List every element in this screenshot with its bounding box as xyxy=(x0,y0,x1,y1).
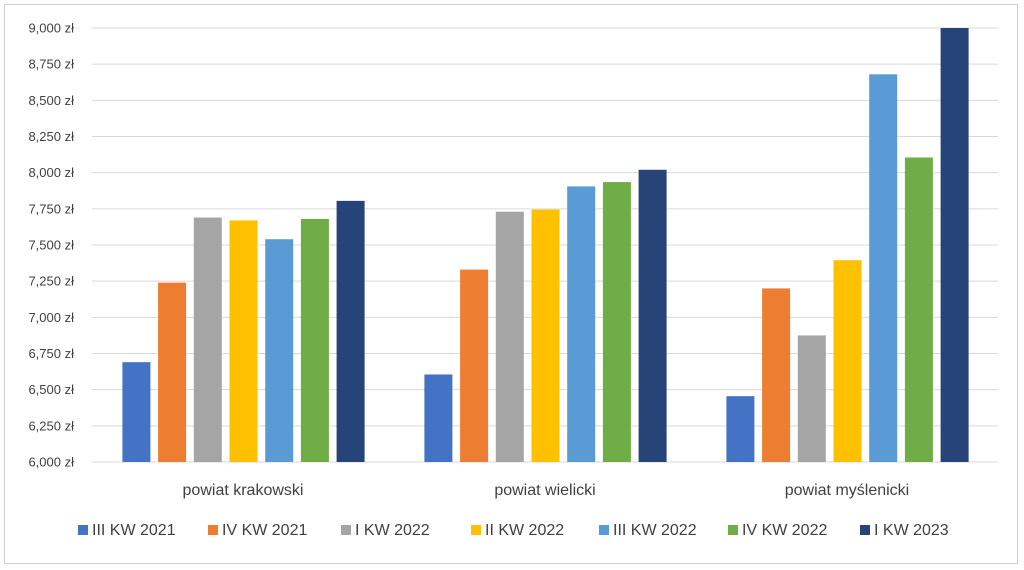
y-tick-label: 9,000 zł xyxy=(28,21,74,36)
legend-swatch xyxy=(341,525,351,535)
legend-label: III KW 2022 xyxy=(613,522,697,539)
bar-iii-kw-2022-1 xyxy=(567,186,596,462)
y-tick-label: 8,250 zł xyxy=(28,129,74,144)
bar-i-kw-2022-2 xyxy=(797,335,826,462)
bar-iii-kw-2021-2 xyxy=(726,396,755,462)
legend-label: IV KW 2021 xyxy=(222,522,307,539)
bar-iii-kw-2021-1 xyxy=(424,374,453,462)
x-axis-categories: powiat krakowski powiat wielicki powiat my… xyxy=(183,482,910,499)
legend: III KW 2021 IV KW 2021 I KW 2022 II KW 2022… xyxy=(78,522,949,539)
legend-swatch xyxy=(599,525,609,535)
y-tick-label: 6,000 zł xyxy=(28,455,74,470)
legend-swatch xyxy=(78,525,88,535)
bar-ii-kw-2022-1 xyxy=(531,209,560,462)
y-tick-label: 7,500 zł xyxy=(28,238,74,253)
legend-label: I KW 2023 xyxy=(874,522,949,539)
y-tick-label: 6,250 zł xyxy=(28,418,74,433)
bar-i-kw-2022-0 xyxy=(193,217,222,462)
bar-iv-kw-2021-2 xyxy=(762,288,791,462)
x-category-label: powiat myślenicki xyxy=(785,482,909,499)
bar-iv-kw-2022-0 xyxy=(300,218,329,462)
bar-i-kw-2023-0 xyxy=(336,200,365,463)
legend-swatch xyxy=(208,525,218,535)
y-tick-label: 6,750 zł xyxy=(28,346,74,361)
x-category-label: powiat krakowski xyxy=(183,482,304,499)
y-tick-label: 7,250 zł xyxy=(28,274,74,289)
bar-iii-kw-2022-0 xyxy=(265,239,294,462)
bar-i-kw-2023-2 xyxy=(940,28,969,462)
bar-iv-kw-2022-1 xyxy=(602,182,631,462)
y-tick-label: 8,750 zł xyxy=(28,57,74,72)
legend-label: I KW 2022 xyxy=(355,522,430,539)
y-tick-label: 8,000 zł xyxy=(28,165,74,180)
y-tick-label: 7,750 zł xyxy=(28,201,74,216)
y-axis-ticks: 6,000 zł 6,250 zł 6,500 zł 6,750 zł 7,000 zł… xyxy=(28,21,74,470)
legend-swatch xyxy=(471,525,481,535)
bar-iii-kw-2021-0 xyxy=(122,362,151,462)
x-category-label: powiat wielicki xyxy=(494,482,595,499)
y-tick-label: 8,500 zł xyxy=(28,93,74,108)
bar-iv-kw-2021-1 xyxy=(460,269,489,462)
bar-iii-kw-2022-2 xyxy=(869,74,898,462)
legend-swatch xyxy=(860,525,870,535)
bar-iv-kw-2022-2 xyxy=(904,157,933,462)
legend-label: III KW 2021 xyxy=(92,522,176,539)
legend-label: II KW 2022 xyxy=(485,522,564,539)
bar-iv-kw-2021-0 xyxy=(158,282,187,462)
legend-swatch xyxy=(728,525,738,535)
bar-i-kw-2023-1 xyxy=(638,169,667,463)
bar-ii-kw-2022-2 xyxy=(833,260,862,462)
y-tick-label: 6,500 zł xyxy=(28,382,74,397)
legend-label: IV KW 2022 xyxy=(742,522,827,539)
y-tick-label: 7,000 zł xyxy=(28,310,74,325)
bar-i-kw-2022-1 xyxy=(495,211,524,462)
bars xyxy=(122,28,969,463)
bar-ii-kw-2022-0 xyxy=(229,220,258,462)
